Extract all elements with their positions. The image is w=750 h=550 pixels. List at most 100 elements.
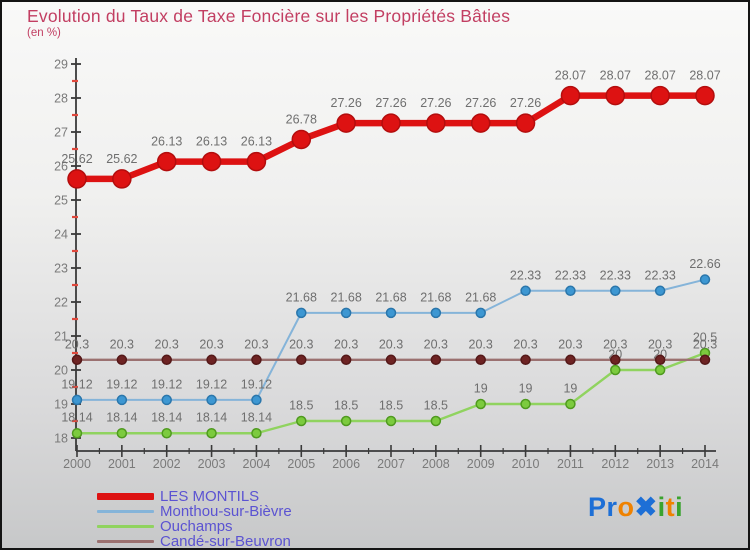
data-point-label: 27.26 [510, 96, 541, 110]
data-point [340, 415, 352, 427]
legend-item: Candé-sur-Beuvron [97, 533, 292, 550]
data-point-label: 20.3 [558, 337, 582, 351]
data-point-label: 22.66 [689, 257, 720, 271]
data-point-label: 20.3 [648, 337, 672, 351]
logo-letter: i [657, 492, 666, 522]
legend-swatch [97, 510, 154, 513]
logo-letter: P [588, 492, 607, 522]
page-title: Evolution du Taux de Taxe Foncière sur l… [27, 6, 511, 26]
data-point-label: 19.12 [151, 377, 182, 391]
data-point [385, 354, 397, 366]
data-point [206, 354, 217, 366]
data-point [116, 354, 128, 366]
data-point-label: 20.3 [199, 337, 223, 351]
data-point [475, 354, 486, 366]
data-point [206, 427, 217, 439]
data-point [206, 394, 217, 406]
y-tick-label: 23 [54, 262, 68, 276]
data-point-label: 25.62 [61, 152, 92, 166]
data-point-label: 21.68 [420, 290, 451, 304]
x-tick-label: 2005 [287, 457, 315, 471]
data-point [340, 354, 352, 366]
data-point-label: 20.5 [693, 331, 717, 345]
data-point-label: 22.33 [645, 268, 676, 282]
logo-letter: ✖ [634, 492, 658, 522]
data-point-label: 20.3 [289, 337, 313, 351]
legend-item: Ouchamps [97, 519, 292, 534]
data-point-label: 20.3 [334, 337, 358, 351]
data-point [610, 354, 621, 366]
data-point-label: 27.26 [465, 96, 496, 110]
data-point-label: 19.12 [241, 377, 272, 391]
data-point-label: 21.68 [465, 290, 496, 304]
x-tick-label: 2006 [332, 457, 360, 471]
data-point [296, 354, 307, 366]
data-point [430, 415, 442, 427]
x-tick-label: 2013 [646, 457, 674, 471]
data-point [565, 285, 576, 297]
data-point [67, 169, 87, 189]
data-point-label: 26.13 [151, 135, 182, 149]
y-tick-label: 22 [54, 296, 68, 310]
data-point [695, 85, 715, 106]
data-point-label: 27.26 [375, 96, 406, 110]
data-point-label: 19 [474, 382, 488, 396]
data-point-label: 18.14 [151, 411, 182, 425]
data-point [565, 398, 576, 410]
y-tick-label: 25 [54, 194, 68, 208]
data-point [654, 285, 666, 297]
legend-swatch [97, 525, 154, 528]
data-point-label: 27.26 [331, 96, 362, 110]
logo-letter: t [665, 492, 676, 522]
data-point [699, 354, 711, 366]
data-point [296, 415, 307, 427]
x-tick-label: 2012 [601, 457, 629, 471]
y-tick-label: 21 [54, 330, 68, 344]
data-point-label: 28.07 [555, 69, 586, 83]
data-point-label: 26.13 [241, 135, 272, 149]
x-tick-label: 2002 [153, 457, 181, 471]
data-point [426, 113, 446, 133]
x-tick-label: 2014 [691, 457, 719, 471]
data-point [381, 113, 401, 133]
legend-swatch [97, 493, 154, 500]
data-point [246, 151, 267, 172]
data-point-label: 19.12 [61, 377, 92, 391]
legend-item: Monthou-sur-Bièvre [97, 504, 292, 519]
proxiti-logo: Pro✖iti [588, 492, 683, 523]
x-tick-label: 2009 [467, 457, 495, 471]
data-point-label: 20.3 [603, 337, 627, 351]
data-point [650, 85, 670, 106]
data-point-label: 20.3 [513, 337, 537, 351]
data-point-label: 28.07 [600, 69, 631, 83]
data-point-label: 22.33 [555, 268, 586, 282]
legend-label: Monthou-sur-Bièvre [160, 503, 292, 520]
data-point [296, 307, 307, 319]
series-les-montils: 25.62 25.62 26.13 26.13 26.13 26.78 27.26 27.26… [61, 69, 721, 189]
data-point-label: 20.3 [424, 337, 448, 351]
data-point [654, 354, 666, 366]
data-point-label: 18.5 [334, 399, 358, 413]
data-point-label: 18.5 [289, 399, 313, 413]
data-point-label: 18.14 [106, 411, 137, 425]
data-point-label: 19.12 [106, 377, 137, 391]
x-tick-label: 2011 [557, 457, 584, 471]
data-point [475, 307, 486, 319]
series-monthou-sur-bi-vre: 19.12 19.12 19.12 19.12 19.12 21.68 21.68 21.68… [61, 257, 721, 406]
y-tick-label: 19 [54, 398, 68, 412]
data-point-label: 19 [519, 382, 533, 396]
legend-label: Candé-sur-Beuvron [160, 533, 291, 550]
data-point [654, 364, 666, 376]
data-point-label: 20.3 [693, 337, 717, 351]
data-point-label: 20.3 [155, 337, 179, 351]
x-tick-label: 2000 [63, 457, 91, 471]
x-tick-label: 2010 [512, 457, 540, 471]
data-point [71, 354, 83, 366]
data-point-label: 20.3 [379, 337, 403, 351]
data-point [291, 129, 312, 150]
y-tick-label: 24 [54, 228, 68, 242]
data-point [520, 354, 531, 366]
data-point [560, 85, 581, 106]
